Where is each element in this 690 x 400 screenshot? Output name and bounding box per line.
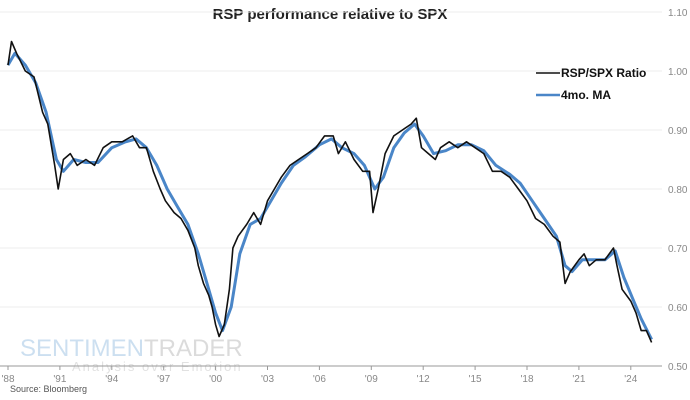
watermark-brand-a: SENTIMEN bbox=[20, 335, 145, 362]
y-tick-label: 0.50 bbox=[668, 362, 688, 373]
x-tick-label: '03 bbox=[261, 374, 274, 385]
chart-title: RSP performance relative to SPX bbox=[212, 6, 448, 23]
x-tick-label: '91 bbox=[53, 374, 66, 385]
x-tick-label: '24 bbox=[624, 374, 637, 385]
y-tick-label: 1.00 bbox=[668, 67, 688, 78]
ratio-series-line bbox=[7, 40, 653, 343]
y-tick-label: 0.90 bbox=[668, 126, 688, 137]
x-tick-label: '21 bbox=[572, 374, 585, 385]
x-tick-label: '15 bbox=[469, 374, 482, 385]
legend-label: RSP/SPX Ratio bbox=[561, 66, 646, 80]
y-tick-label: 1.10 bbox=[668, 8, 688, 19]
y-tick-label: 0.60 bbox=[668, 303, 688, 314]
y-tick-label: 0.80 bbox=[668, 185, 688, 196]
sentimentrader-watermark: SENTIMENTRADER Analysis over Emotion bbox=[20, 335, 243, 374]
x-tick-label: '06 bbox=[313, 374, 326, 385]
x-tick-label: '12 bbox=[417, 374, 430, 385]
x-tick-label: '97 bbox=[157, 374, 170, 385]
x-tick-label: '18 bbox=[520, 374, 533, 385]
ma-series-line bbox=[6, 51, 653, 341]
x-tick-label: '09 bbox=[365, 374, 378, 385]
watermark-brand-b: TRADER bbox=[144, 335, 243, 362]
y-tick-label: 0.70 bbox=[668, 244, 688, 255]
x-tick-label: '88 bbox=[1, 374, 14, 385]
x-tick-label: '00 bbox=[209, 374, 222, 385]
x-tick-label: '94 bbox=[105, 374, 118, 385]
legend-label: 4mo. MA bbox=[561, 88, 611, 102]
source-note: Source: Bloomberg bbox=[10, 384, 88, 394]
